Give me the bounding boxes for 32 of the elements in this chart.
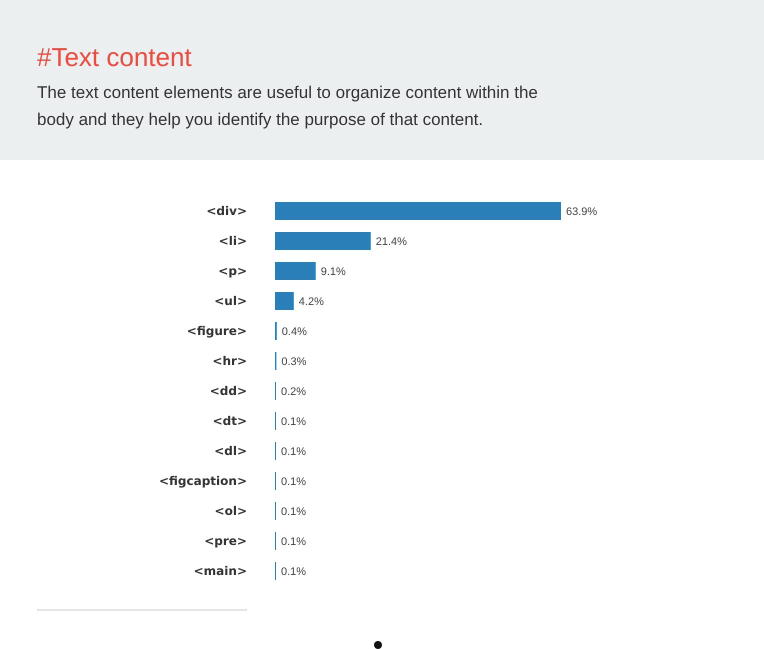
y-tick-label: <div> bbox=[206, 204, 247, 218]
data-label: 0.4% bbox=[282, 326, 308, 338]
y-tick-label: <main> bbox=[194, 564, 247, 578]
data-label: 9.1% bbox=[320, 266, 346, 278]
bar bbox=[275, 232, 371, 250]
data-label: 63.9% bbox=[566, 206, 598, 218]
bar bbox=[275, 262, 316, 280]
y-tick-label: <p> bbox=[218, 264, 247, 278]
data-label: 0.3% bbox=[281, 356, 307, 368]
y-tick-label: <dd> bbox=[210, 384, 247, 398]
bar bbox=[275, 202, 561, 220]
data-label: 0.1% bbox=[281, 476, 306, 488]
y-tick-label: <figcaption> bbox=[158, 474, 247, 488]
y-tick-label: <dl> bbox=[214, 444, 247, 458]
y-tick-label: <hr> bbox=[212, 354, 247, 368]
y-tick-label: <pre> bbox=[204, 534, 247, 548]
y-tick-label: <ul> bbox=[214, 294, 247, 308]
data-label: 0.1% bbox=[281, 416, 306, 428]
data-label: 0.2% bbox=[281, 386, 306, 398]
bar bbox=[275, 292, 294, 310]
data-label: 0.1% bbox=[281, 536, 306, 548]
data-label: 4.2% bbox=[298, 296, 324, 308]
y-tick-label: <ol> bbox=[214, 504, 247, 518]
chart-subtitle: The text content elements are useful to organize content within the body and they help you identify the purpose of that content. bbox=[37, 83, 538, 129]
chart-title: #Text content bbox=[37, 42, 192, 72]
data-label: 0.1% bbox=[281, 566, 306, 578]
data-label: 0.1% bbox=[281, 446, 306, 458]
data-label: 0.1% bbox=[281, 506, 306, 518]
y-tick-label: <li> bbox=[218, 234, 247, 248]
data-label: 21.4% bbox=[376, 236, 408, 248]
y-tick-label: <dt> bbox=[212, 414, 247, 428]
y-tick-label: <figure> bbox=[186, 324, 247, 338]
